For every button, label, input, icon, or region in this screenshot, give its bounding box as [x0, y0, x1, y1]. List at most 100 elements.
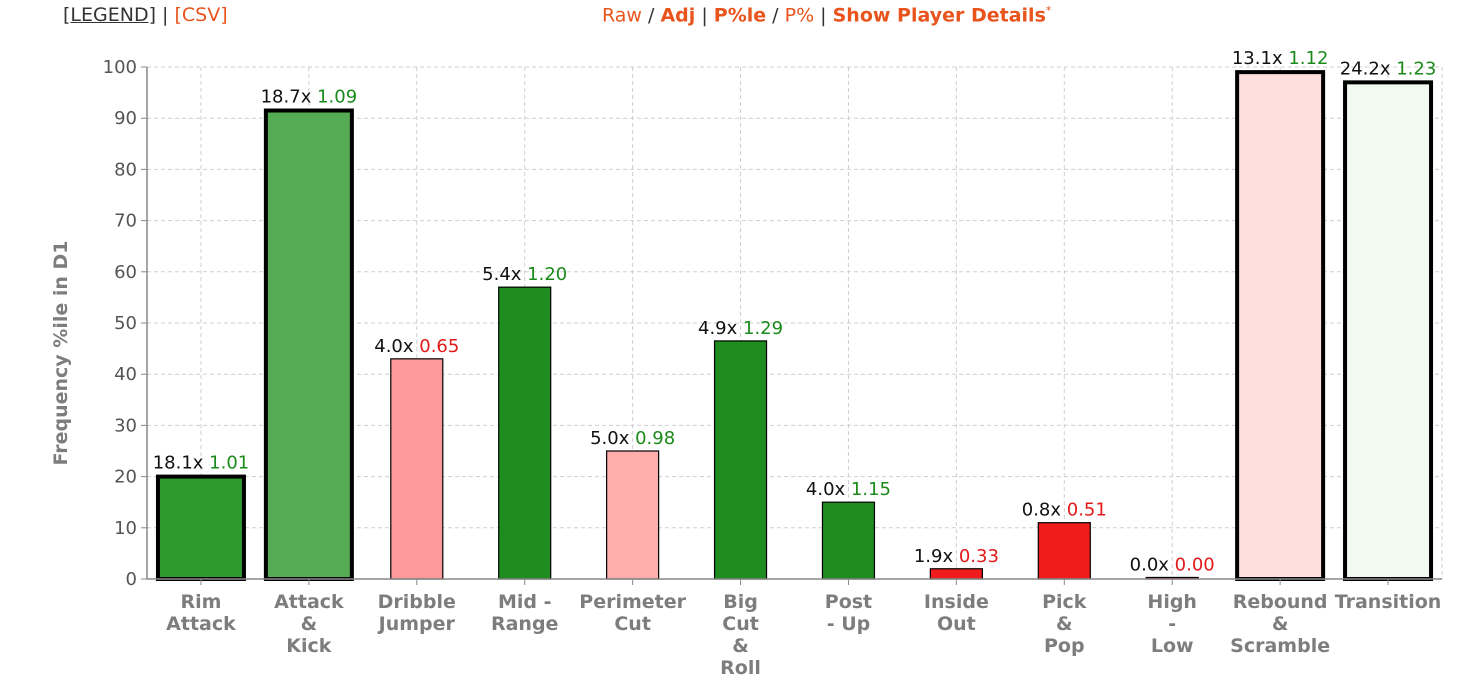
data-label: 24.2x 1.23 — [1340, 58, 1437, 79]
x-tick-label-line: Pop — [1044, 635, 1085, 657]
frequency-label: 4.0x — [806, 479, 851, 500]
efficiency-label: 1.29 — [743, 318, 783, 339]
x-tick-label-line: Rim — [180, 591, 221, 613]
pctile-link[interactable]: P%le — [713, 4, 767, 27]
x-tick-label-line: Out — [937, 613, 976, 635]
x-tick-label-line: Mid - — [498, 591, 552, 613]
x-tick-label-line: & — [1272, 613, 1289, 635]
frequency-label: 5.0x — [590, 428, 635, 449]
x-tick-label-line: Scramble — [1230, 635, 1330, 657]
x-tick-label-line: Inside — [924, 591, 989, 613]
x-tick-label: Big Cut & Roll — [720, 591, 761, 679]
view-mode-links: Raw / Adj | P%le / P% | Show Player Deta… — [602, 4, 1051, 26]
x-tick-label-line: Kick — [286, 635, 331, 657]
legend-link[interactable]: LEGEND — [70, 4, 149, 26]
y-tick-label: 20 — [114, 467, 137, 488]
legend-bracket-open: [ — [63, 4, 71, 26]
frequency-label: 0.8x — [1022, 500, 1067, 521]
legend-bracket-close: ] | — [148, 4, 175, 26]
x-tick-label-line: Range — [491, 613, 558, 635]
y-tick-label: 0 — [126, 569, 137, 590]
data-label: 5.0x 0.98 — [590, 428, 675, 449]
bar[interactable] — [263, 108, 354, 582]
x-tick-label: Rim Attack — [166, 591, 236, 635]
x-tick-label-line: Perimeter — [579, 591, 686, 613]
x-tick-label: Transition — [1335, 591, 1442, 613]
x-tick-label-line: Post — [825, 591, 872, 613]
y-axis-label: Frequency %ile in D1 — [50, 240, 72, 465]
efficiency-label: 1.09 — [317, 87, 357, 108]
bar[interactable] — [713, 340, 768, 580]
bar[interactable] — [929, 568, 983, 580]
efficiency-label: 0.65 — [419, 336, 459, 357]
efficiency-label: 1.20 — [527, 264, 567, 285]
bar[interactable] — [390, 358, 444, 580]
frequency-label: 13.1x — [1232, 48, 1288, 69]
x-tick-label-line: Low — [1151, 635, 1194, 657]
bars: 18.1x 1.01 18.7x 1.09 4.0x 0.65 5.4x 1.20 5.… — [153, 48, 1437, 582]
x-tick-label-line: Roll — [720, 657, 761, 679]
bar[interactable] — [606, 450, 660, 580]
efficiency-label: 0.33 — [959, 546, 999, 567]
adj-link[interactable]: Adj — [660, 4, 696, 27]
view-separator: / — [641, 4, 661, 27]
efficiency-label: 1.23 — [1396, 58, 1436, 79]
data-label: 18.1x 1.01 — [153, 453, 250, 474]
bar[interactable] — [1037, 522, 1091, 580]
y-tick-label: 10 — [114, 518, 137, 539]
pct-link[interactable]: P% — [784, 4, 815, 27]
csv-link[interactable]: [CSV] — [174, 4, 228, 26]
view-separator: | — [695, 4, 714, 27]
bar[interactable] — [155, 474, 246, 582]
bar[interactable] — [821, 501, 876, 580]
x-tick-label: High -Low — [1147, 591, 1197, 657]
frequency-label: 0.0x — [1130, 554, 1175, 575]
x-tick-label-line: Attack — [274, 591, 344, 613]
x-tick-label-line: & — [301, 613, 318, 635]
data-label: 0.8x 0.51 — [1022, 500, 1107, 521]
view-separator: / — [766, 4, 785, 27]
data-label: 13.1x 1.12 — [1232, 48, 1329, 69]
x-tick-label-line: & — [1056, 613, 1073, 635]
frequency-label: 18.7x — [261, 87, 317, 108]
y-tick-label: 70 — [114, 211, 137, 232]
x-tick-label-line: Pick — [1042, 591, 1087, 613]
x-tick-label: Inside Out — [924, 591, 989, 635]
chart-toolbar: [LEGEND] | [CSV] Raw / Adj | P%le / P% |… — [0, 4, 1482, 34]
x-tick-label-line: Transition — [1335, 591, 1442, 613]
x-tick-label: Mid -Range — [491, 591, 558, 635]
x-tick-label-line: - Up — [827, 613, 871, 635]
data-label: 4.0x 0.65 — [374, 336, 459, 357]
efficiency-label: 1.01 — [209, 453, 249, 474]
frequency-label: 24.2x — [1340, 58, 1396, 79]
y-tick-label: 40 — [114, 364, 137, 385]
bar[interactable] — [1235, 70, 1326, 582]
bar[interactable] — [1343, 80, 1434, 582]
y-tick-label: 80 — [114, 159, 137, 180]
data-label: 18.7x 1.09 — [261, 87, 358, 108]
x-tick-label-line: Big — [723, 591, 758, 613]
x-tick-label: Post - Up — [825, 591, 872, 635]
efficiency-label: 1.15 — [851, 479, 891, 500]
raw-link[interactable]: Raw — [602, 4, 642, 27]
x-tick-label: Attack & Kick — [274, 591, 344, 657]
view-separator: | — [814, 4, 833, 27]
y-axis: 0 10 20 30 40 50 60 70 80 90 100 — [103, 57, 148, 590]
y-tick-label: 60 — [114, 262, 137, 283]
x-tick-label-line: Attack — [166, 613, 236, 635]
efficiency-label: 1.12 — [1288, 48, 1328, 69]
data-label: 1.9x 0.33 — [914, 546, 999, 567]
frequency-label: 18.1x — [153, 453, 209, 474]
frequency-label: 4.0x — [374, 336, 419, 357]
legend-csv-links: [LEGEND] | [CSV] — [63, 4, 228, 26]
x-tick-label: Pick & Pop — [1042, 591, 1087, 657]
y-tick-label: 50 — [114, 313, 137, 334]
x-tick-label-line: Dribble — [378, 591, 456, 613]
data-label: 5.4x 1.20 — [482, 264, 567, 285]
show-player-details-link[interactable]: Show Player Details — [832, 4, 1046, 27]
bar[interactable] — [498, 286, 552, 580]
frequency-label: 4.9x — [698, 318, 743, 339]
x-tick-label-line: - — [1168, 613, 1176, 635]
